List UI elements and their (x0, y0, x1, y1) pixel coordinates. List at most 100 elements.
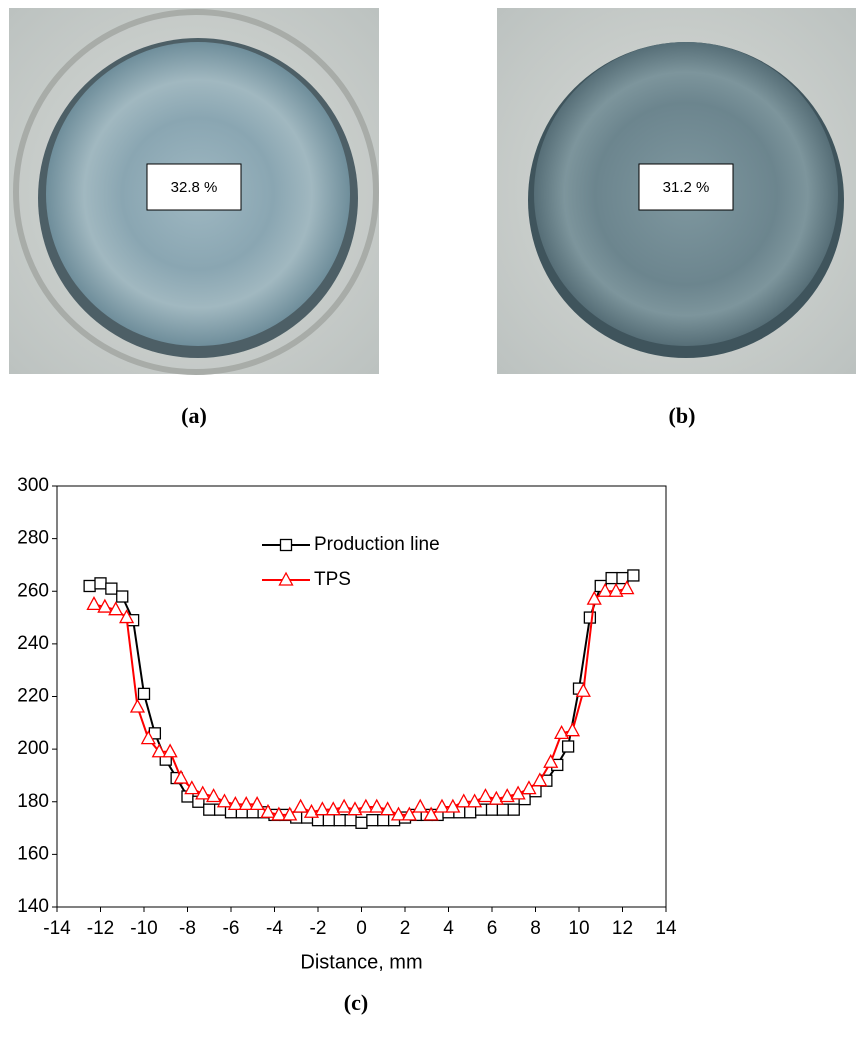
marker (216, 793, 233, 808)
marker (249, 796, 265, 811)
marker (83, 579, 96, 593)
caption: (c) (344, 990, 368, 1015)
x-tick-label: 0 (356, 918, 367, 939)
marker (564, 722, 581, 737)
marker (347, 801, 363, 816)
marker (184, 780, 200, 795)
marker (575, 682, 591, 697)
value-label: 32.8 % (171, 179, 218, 196)
marker (401, 806, 417, 821)
marker (507, 803, 520, 816)
x-tick-label: 12 (612, 918, 633, 939)
marker (499, 788, 515, 803)
marker (390, 806, 407, 821)
x-tick-label: 2 (400, 918, 411, 939)
marker (303, 803, 320, 818)
marker (496, 803, 510, 816)
y-tick-label: 160 (17, 843, 49, 864)
marker (358, 798, 374, 813)
marker (333, 814, 346, 827)
marker (314, 801, 330, 816)
marker (238, 796, 254, 811)
marker (597, 582, 613, 597)
marker (151, 743, 167, 758)
x-tick-label: 8 (530, 918, 541, 939)
marker (605, 571, 618, 585)
x-tick-label: -12 (87, 918, 114, 939)
x-tick-label: 4 (443, 918, 454, 939)
marker (195, 785, 211, 800)
marker (532, 772, 548, 787)
x-tick-label: -8 (179, 918, 196, 939)
cup-rim (13, 9, 379, 375)
marker (355, 816, 368, 829)
marker (344, 814, 357, 827)
marker (445, 798, 461, 813)
x-axis-title: Distance, mm (300, 951, 422, 973)
marker (227, 796, 243, 811)
marker (583, 611, 597, 624)
marker (108, 601, 124, 616)
marker (456, 793, 472, 808)
x-tick-label: -10 (130, 918, 157, 939)
marker (380, 801, 396, 816)
x-tick-label: -2 (310, 918, 327, 939)
caption: (a) (181, 403, 207, 428)
marker (119, 609, 135, 624)
marker (322, 814, 336, 827)
marker (477, 788, 494, 803)
marker (412, 798, 428, 813)
x-tick-label: -14 (43, 918, 71, 939)
legend-label: TPS (314, 569, 351, 590)
marker (293, 798, 309, 813)
y-tick-label: 260 (17, 580, 49, 601)
marker (467, 793, 483, 808)
marker (325, 801, 341, 816)
x-tick-label: -6 (223, 918, 240, 939)
marker (608, 582, 624, 597)
marker (586, 590, 602, 605)
marker (464, 806, 477, 819)
marker (203, 803, 216, 816)
y-tick-label: 180 (17, 791, 49, 812)
marker (129, 698, 146, 713)
y-tick-label: 200 (17, 738, 49, 759)
marker (561, 740, 575, 753)
value-box (146, 163, 242, 211)
marker (282, 806, 298, 821)
y-tick-label: 140 (17, 896, 49, 917)
marker (434, 798, 450, 813)
marker (97, 598, 113, 613)
marker (271, 806, 287, 821)
marker (116, 590, 129, 603)
value-label: 31.2 % (663, 179, 710, 196)
marker (627, 569, 640, 582)
marker (162, 743, 178, 758)
marker (485, 803, 499, 816)
x-tick-label: 14 (655, 918, 677, 939)
marker (543, 753, 559, 768)
x-tick-label: 10 (568, 918, 589, 939)
x-tick-label: -4 (266, 918, 283, 939)
marker (206, 788, 222, 803)
legend-label: Production line (314, 534, 440, 555)
marker (554, 724, 570, 739)
x-tick-label: 6 (487, 918, 498, 939)
marker (488, 790, 504, 805)
marker (336, 798, 352, 813)
marker (510, 785, 526, 800)
y-tick-label: 220 (17, 686, 49, 707)
marker (377, 814, 390, 827)
marker (94, 577, 107, 590)
marker (137, 687, 151, 701)
marker (105, 582, 118, 595)
marker (173, 769, 189, 784)
marker (279, 538, 293, 552)
marker (278, 571, 294, 586)
marker (423, 806, 439, 821)
marker (86, 596, 102, 611)
marker (521, 780, 537, 795)
marker (369, 798, 385, 813)
